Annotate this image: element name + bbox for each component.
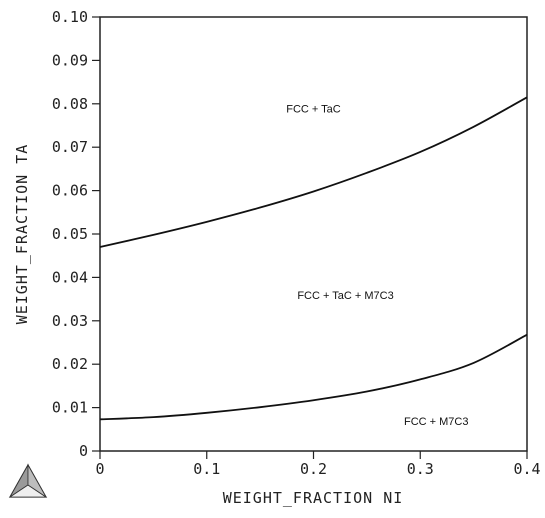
annotation-layer: FCC + TaC FCC + TaC + M7C3 FCC + M7C3 xyxy=(286,103,468,427)
x-tick-label: 0.3 xyxy=(407,460,434,478)
y-tick-label: 0.09 xyxy=(52,51,88,69)
phase-region-label: FCC + TaC xyxy=(286,103,341,115)
software-logo-icon xyxy=(8,463,48,498)
y-tick-label: 0.05 xyxy=(52,225,88,243)
plot-frame xyxy=(99,16,528,452)
y-tick-label: 0.08 xyxy=(52,95,88,113)
y-axis-ticks: 0 0.01 0.02 0.03 0.04 0.05 0.06 0.07 0.08 0.09 0.1… xyxy=(52,8,100,460)
x-tick-label: 0 xyxy=(95,460,104,478)
x-axis-ticks: 0 0.1 0.2 0.3 0.4 xyxy=(95,451,541,478)
lower-phase-boundary-line xyxy=(99,333,528,421)
x-axis-title: WEIGHT_FRACTION NI xyxy=(223,489,404,507)
phase-region-label: FCC + M7C3 xyxy=(404,416,469,428)
upper-phase-boundary-line xyxy=(99,96,528,248)
y-tick-label: 0.06 xyxy=(52,182,88,200)
y-tick-label: 0.04 xyxy=(52,268,88,286)
x-tick-label: 0.2 xyxy=(300,460,327,478)
y-tick-label: 0 xyxy=(79,442,88,460)
y-tick-label: 0.10 xyxy=(52,8,88,26)
series-layer xyxy=(99,96,528,421)
phase-region-label: FCC + TaC + M7C3 xyxy=(297,290,393,302)
y-axis-title: WEIGHT_FRACTION TA xyxy=(13,144,31,325)
x-tick-label: 0.1 xyxy=(193,460,220,478)
x-tick-label: 0.4 xyxy=(513,460,540,478)
y-tick-label: 0.01 xyxy=(52,399,88,417)
y-tick-label: 0.03 xyxy=(52,312,88,330)
y-tick-label: 0.07 xyxy=(52,138,88,156)
y-tick-label: 0.02 xyxy=(52,355,88,373)
